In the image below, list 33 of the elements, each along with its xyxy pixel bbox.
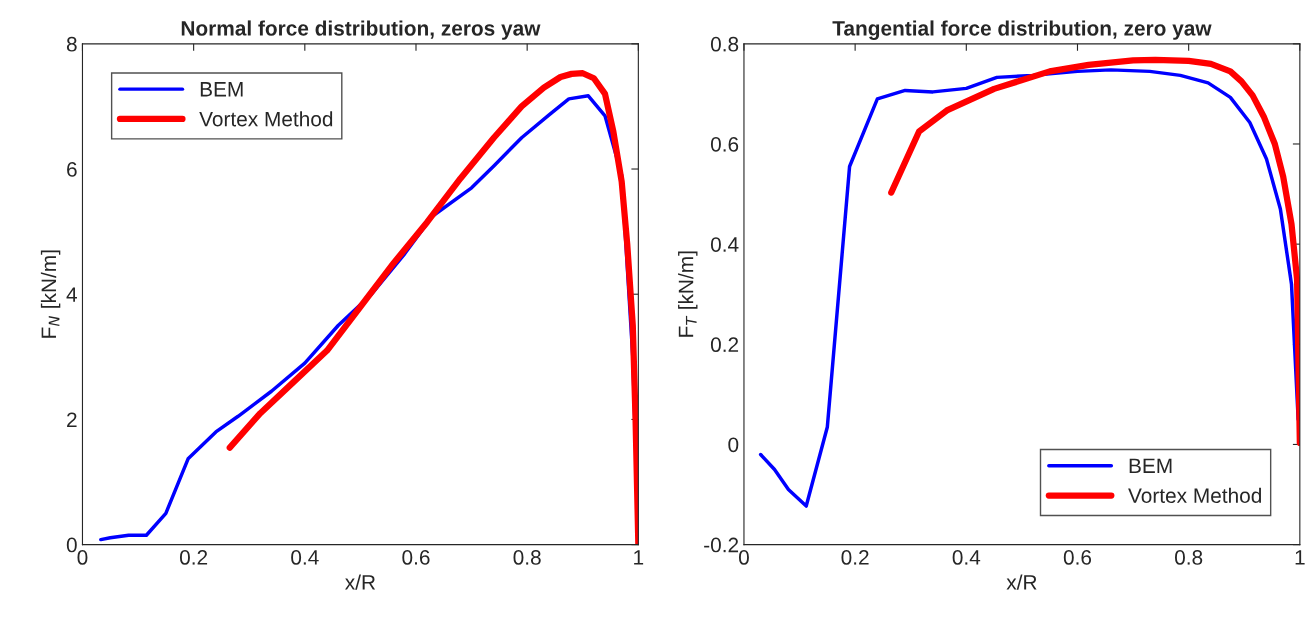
y-tick-label: 8 <box>66 36 77 52</box>
legend-label: Vortex Method <box>199 111 333 127</box>
y-tick-label: 0.2 <box>710 337 739 353</box>
y-tick-label: 0.4 <box>710 237 739 252</box>
x-tick-label: 0.2 <box>179 550 208 565</box>
x-tick-label: 0.2 <box>841 550 869 565</box>
legend-label: Vortex Method <box>1128 487 1261 503</box>
chart-title: Tangential force distribution, zero yaw <box>832 20 1212 40</box>
y-tick-label: 6 <box>67 162 77 177</box>
y-axis-title: F$_{T}$ [kN/m] <box>678 251 698 337</box>
legend-label: BEM <box>1129 458 1172 473</box>
x-tick-label: 0.6 <box>1063 550 1092 565</box>
x-tick-label: 0.4 <box>291 550 319 565</box>
y-tick-label: 4 <box>66 287 77 302</box>
chart-title: Normal force distribution, zeros yaw <box>181 20 541 40</box>
y-tick-label: 0 <box>728 437 739 453</box>
y-tick-label: 0.8 <box>710 36 739 52</box>
x-tick-label: 0.4 <box>952 550 981 565</box>
x-axis-title: x/R <box>345 574 376 590</box>
x-tick-label: 0.8 <box>513 550 541 565</box>
y-tick-label: 0 <box>66 537 77 553</box>
y-tick-label: -0.2 <box>704 537 739 553</box>
x-tick-label: 1 <box>1295 550 1305 565</box>
x-tick-label: 0 <box>77 550 88 565</box>
x-tick-label: 0 <box>738 550 749 565</box>
x-axis-title: x/R <box>1006 574 1037 590</box>
x-tick-label: 0.8 <box>1175 550 1203 565</box>
x-tick-label: 1 <box>634 550 644 565</box>
x-tick-label: 0.6 <box>402 550 430 565</box>
y-tick-label: 2 <box>67 412 77 427</box>
y-tick-label: 0.6 <box>710 136 739 152</box>
legend-label: BEM <box>200 82 243 97</box>
y-axis-title: F$_{N}$ [kN/m] <box>40 250 61 338</box>
